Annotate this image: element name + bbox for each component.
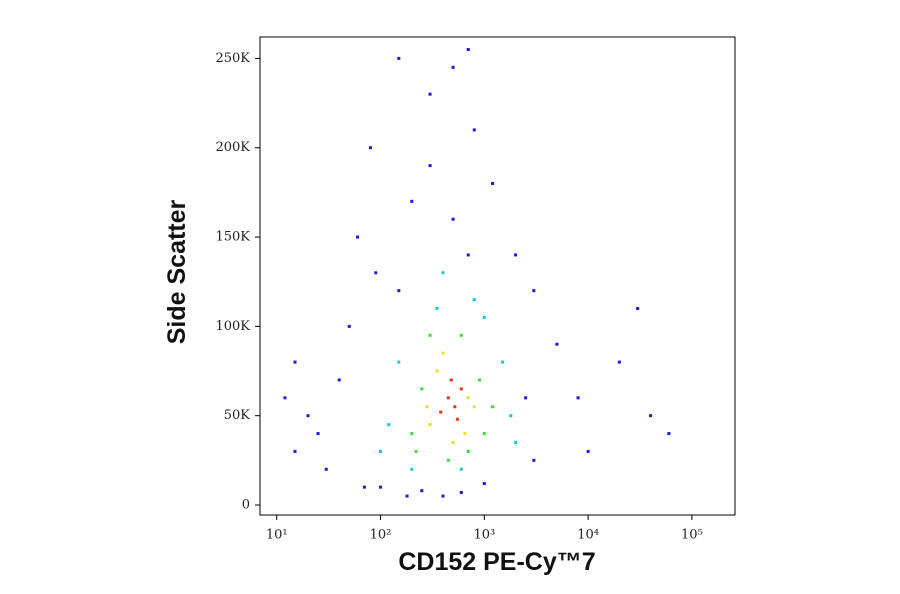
- point: [316, 432, 320, 436]
- x-tick-label: 10²: [370, 528, 392, 543]
- point: [482, 315, 486, 319]
- point: [293, 449, 297, 453]
- x-tick-label: 10¹: [266, 528, 288, 543]
- point: [459, 490, 463, 494]
- point: [362, 485, 366, 489]
- point: [446, 458, 450, 462]
- point: [514, 440, 518, 444]
- point: [387, 423, 391, 427]
- point: [414, 449, 418, 453]
- point: [410, 467, 414, 471]
- point: [428, 92, 432, 96]
- point: [379, 449, 383, 453]
- point: [451, 65, 455, 69]
- point: [410, 199, 414, 203]
- point: [451, 440, 455, 444]
- point: [441, 271, 445, 275]
- point: [397, 360, 401, 364]
- point: [379, 485, 383, 489]
- point: [324, 467, 328, 471]
- point: [374, 271, 378, 275]
- point: [449, 378, 453, 382]
- point: [586, 449, 590, 453]
- point: [501, 360, 505, 364]
- point: [466, 48, 470, 52]
- point: [667, 432, 671, 436]
- point: [428, 164, 432, 168]
- point: [355, 235, 359, 239]
- point: [636, 307, 640, 311]
- point: [466, 396, 470, 400]
- point: [293, 360, 297, 364]
- point: [435, 307, 439, 311]
- point: [453, 405, 457, 409]
- point: [441, 351, 445, 355]
- x-axis-title: CD152 PE-Cy™7: [398, 548, 595, 576]
- x-tick-label: 10⁵: [681, 528, 703, 543]
- point: [491, 405, 495, 409]
- point: [397, 289, 401, 293]
- point: [466, 449, 470, 453]
- point: [532, 289, 536, 293]
- point: [491, 181, 495, 185]
- point: [368, 146, 372, 150]
- y-tick-label: 200K: [215, 140, 250, 155]
- point: [283, 396, 287, 400]
- point: [478, 378, 482, 382]
- point: [410, 432, 414, 436]
- point: [459, 333, 463, 337]
- x-tick-label: 10³: [473, 528, 495, 543]
- y-axis-title: Side Scatter: [163, 199, 191, 344]
- point: [459, 467, 463, 471]
- plot-frame: [259, 36, 736, 516]
- y-tick-label: 100K: [215, 319, 250, 334]
- point: [420, 489, 424, 493]
- point: [472, 405, 476, 409]
- point: [472, 298, 476, 302]
- point: [347, 324, 351, 328]
- point: [306, 414, 310, 418]
- point: [459, 387, 463, 391]
- point: [451, 217, 455, 221]
- y-tick-label: 0: [242, 497, 250, 512]
- point: [514, 253, 518, 257]
- point: [337, 378, 341, 382]
- point: [428, 333, 432, 337]
- point: [420, 387, 424, 391]
- point: [482, 432, 486, 436]
- point: [435, 369, 439, 373]
- point: [441, 494, 445, 498]
- point: [425, 405, 429, 409]
- point: [649, 414, 653, 418]
- point: [439, 410, 443, 414]
- point: [466, 253, 470, 257]
- point: [576, 396, 580, 400]
- y-tick-label: 150K: [215, 230, 250, 245]
- point: [472, 128, 476, 132]
- point: [463, 432, 467, 436]
- point: [482, 482, 486, 486]
- point: [428, 423, 432, 427]
- y-tick-label: 50K: [224, 408, 251, 423]
- y-tick-label: 250K: [215, 51, 250, 66]
- point: [405, 494, 409, 498]
- point: [555, 342, 559, 346]
- x-tick-label: 10⁴: [577, 528, 599, 543]
- point: [446, 396, 450, 400]
- point: [455, 417, 459, 421]
- point: [617, 360, 621, 364]
- point: [524, 396, 528, 400]
- point: [397, 56, 401, 60]
- point: [509, 414, 513, 418]
- point: [532, 458, 536, 462]
